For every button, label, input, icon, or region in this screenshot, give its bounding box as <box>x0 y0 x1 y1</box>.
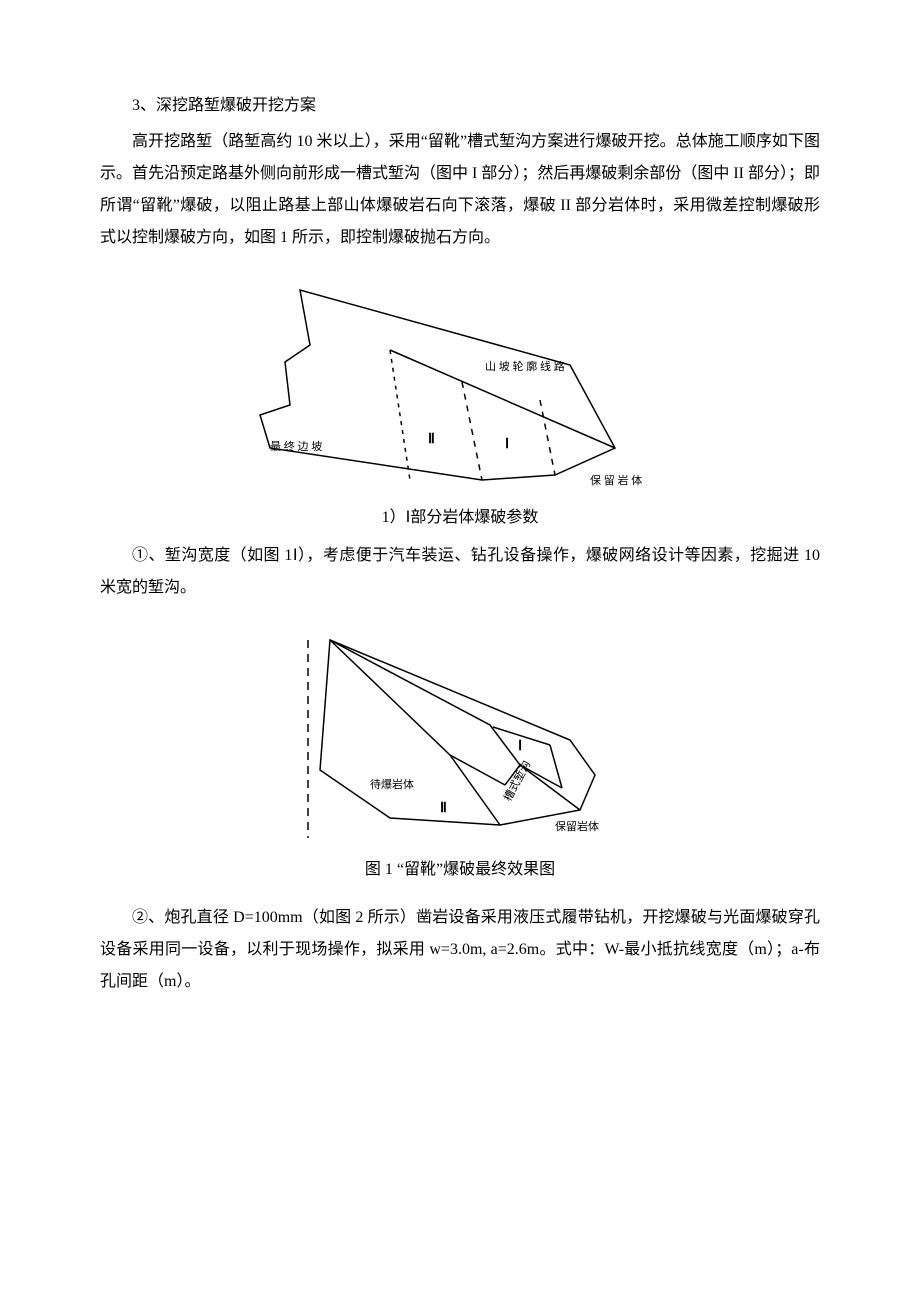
diagram-b-fold-2 <box>330 640 520 765</box>
section-heading: 3、深挖路堑爆破开挖方案 <box>100 90 820 122</box>
diagram-a-divider-2 <box>462 382 482 480</box>
diagram-a-divider-1 <box>390 350 410 480</box>
label-reserved-rock-b: 保留岩体 <box>555 819 599 833</box>
label-region-i-b: Ⅰ <box>518 739 522 754</box>
diagram-b-block-edge-4 <box>450 755 500 825</box>
label-region-i-a: Ⅰ <box>505 437 509 452</box>
paragraph-3: ②、炮孔直径 D=100mm（如图 2 所示）凿岩设备采用液压式履带钻机，开挖爆… <box>100 902 820 998</box>
diagram-b-wrap: 待爆岩体 槽式堑沟 Ⅰ Ⅱ 保留岩体 图 1 “留靴”爆破最终效果图 <box>100 620 820 894</box>
label-reserved-rock-a: 保 留 岩 体 <box>590 473 642 487</box>
label-final-slope: 最 终 边 坡 <box>270 439 322 453</box>
diagram-a-wrap: 山 坡 轮 廓 线 路 最 终 边 坡 保 留 岩 体 Ⅱ Ⅰ <box>100 270 820 494</box>
diagram-b-fold-1 <box>330 640 505 785</box>
diagram-b: 待爆岩体 槽式堑沟 Ⅰ Ⅱ 保留岩体 <box>260 620 660 850</box>
diagram-b-outline <box>320 640 595 825</box>
figure-1-caption: 图 1 “留靴”爆破最终效果图 <box>365 854 555 886</box>
label-slope-contour: 山 坡 轮 廓 线 路 <box>485 359 565 373</box>
item-1-heading: 1）Ⅰ部分岩体爆破参数 <box>100 502 820 534</box>
diagram-a-divider-3 <box>540 400 555 475</box>
paragraph-1: 高开挖路堑（路堑高约 10 米以上），采用“留靴”槽式堑沟方案进行爆破开挖。总体… <box>100 126 820 254</box>
label-region-ii-a: Ⅱ <box>428 432 435 447</box>
paragraph-2: ①、堑沟宽度（如图 1Ⅰ），考虑便于汽车装运、钻孔设备操作，爆破网络设计等因素，… <box>100 540 820 604</box>
diagram-a: 山 坡 轮 廓 线 路 最 终 边 坡 保 留 岩 体 Ⅱ Ⅰ <box>230 270 690 494</box>
label-pending-rock: 待爆岩体 <box>370 777 414 791</box>
diagram-b-block-right <box>550 745 562 788</box>
label-channel: 槽式堑沟 <box>500 758 533 803</box>
label-region-ii-b: Ⅱ <box>440 801 447 816</box>
